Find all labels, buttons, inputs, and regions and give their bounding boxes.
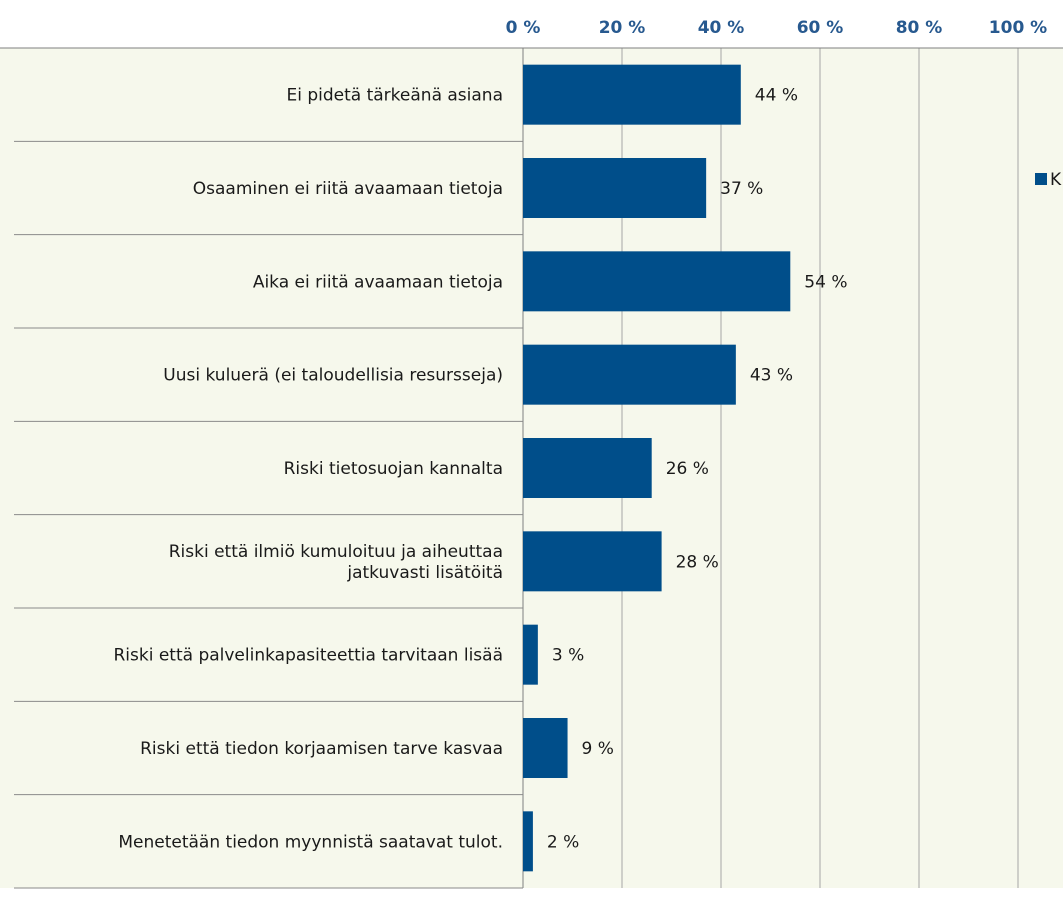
bar-value-label: 43 % — [750, 366, 793, 386]
bar-value-label: 54 % — [804, 272, 847, 292]
x-tick-label: 100 % — [989, 18, 1047, 38]
bar-value-label: 37 % — [720, 179, 763, 199]
x-tick-label: 80 % — [896, 18, 943, 38]
category-label: Ei pidetä tärkeänä asiana — [286, 86, 503, 106]
bar — [523, 251, 791, 312]
bar — [523, 158, 707, 218]
bar — [523, 811, 533, 872]
legend: K — [1035, 170, 1062, 190]
bar — [523, 624, 538, 685]
legend-entry-label: K — [1050, 170, 1062, 190]
x-axis-ticks: 0 % 20 % 40 % 60 % 80 % 100 % — [506, 18, 1048, 38]
category-label: Riski tietosuojan kannalta — [284, 459, 503, 479]
bars — [523, 64, 791, 872]
category-label: Riski että ilmiö kumuloituu ja aiheuttaa… — [169, 542, 503, 583]
bar — [523, 64, 741, 125]
category-label: Menetetään tiedon myynnistä saatavat tul… — [118, 832, 503, 852]
bar-value-label: 28 % — [676, 552, 719, 572]
bar-value-label: 3 % — [552, 646, 584, 666]
category-labels: Ei pidetä tärkeänä asiana Osaaminen ei ri… — [113, 86, 503, 853]
x-tick-label: 40 % — [698, 18, 745, 38]
category-label: Aika ei riitä avaamaan tietoja — [253, 272, 503, 292]
category-separators — [0, 47, 1063, 889]
category-label: Riski että tiedon korjaamisen tarve kasv… — [140, 739, 503, 759]
x-tick-label: 60 % — [797, 18, 844, 38]
bar — [523, 344, 736, 405]
bar — [523, 531, 662, 592]
category-label: Osaaminen ei riitä avaamaan tietoja — [193, 179, 503, 199]
bar-value-label: 9 % — [582, 739, 614, 759]
legend-swatch — [1035, 173, 1047, 185]
bar — [523, 438, 652, 498]
bar-value-label: 26 % — [666, 459, 709, 479]
x-tick-label: 20 % — [599, 18, 646, 38]
bar-value-label: 44 % — [755, 86, 798, 106]
category-label: Uusi kuluerä (ei taloudellisia resurssej… — [163, 366, 503, 386]
bar — [523, 718, 568, 778]
bar-value-label: 2 % — [547, 832, 579, 852]
x-tick-label: 0 % — [506, 18, 541, 38]
category-label: Riski että palvelinkapasiteettia tarvita… — [113, 646, 503, 666]
value-labels: 44 % 37 % 54 % 43 % 26 % 28 % 3 % 9 % 2 % — [547, 86, 848, 853]
